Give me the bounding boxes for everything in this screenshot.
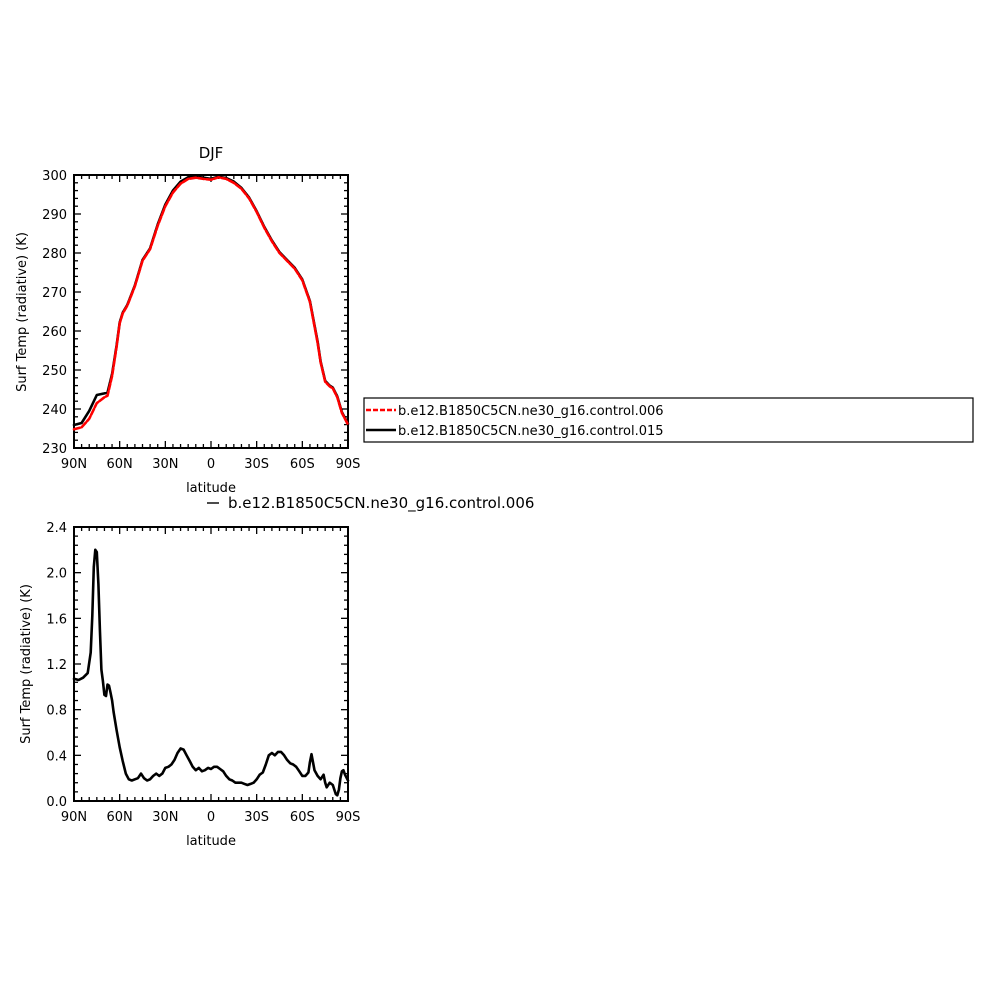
bottom-x-tick-label: 90S [336, 810, 361, 825]
legend-label-series-2: b.e12.B1850C5CN.ne30_g16.control.015 [398, 424, 664, 439]
top-x-tick-label: 90N [61, 457, 87, 472]
bottom-y-tick-label: 2.4 [46, 521, 67, 536]
bottom-x-tick-label: 60N [107, 810, 133, 825]
bottom-x-tick-label: 0 [207, 810, 215, 825]
top-x-tick-label: 30S [244, 457, 269, 472]
bottom-y-tick-label: 0.8 [46, 704, 67, 719]
top-plot-frame [73, 174, 349, 449]
bottom-series-line-1 [72, 548, 350, 797]
top-y-tick-label: 300 [42, 169, 67, 184]
top-y-tick-label: 240 [42, 403, 67, 418]
top-x-tick-label: 90S [336, 457, 361, 472]
legend: b.e12.B1850C5CN.ne30_g16.control.006 b.e… [363, 397, 974, 443]
legend-box [363, 397, 974, 443]
bottom-y-tick-label: 0.0 [46, 795, 67, 810]
top-x-tick-label: 60S [290, 457, 315, 472]
top-y-tick-label: 260 [42, 325, 67, 340]
bottom-y-tick-label: 0.4 [46, 749, 67, 764]
bottom-x-tick-label: 30N [152, 810, 178, 825]
top-y-tick-label: 280 [42, 247, 67, 262]
legend-label-series-1: b.e12.B1850C5CN.ne30_g16.control.006 [398, 404, 664, 419]
bottom-x-tick-label: 30S [244, 810, 269, 825]
top-y-tick-label: 230 [42, 442, 67, 457]
top-y-axis-label: Surf Temp (radiative) (K) [15, 232, 30, 392]
bottom-subtitle: b.e12.B1850C5CN.ne30_g16.control.006 [228, 494, 534, 513]
top-x-tick-label: 30N [152, 457, 178, 472]
top-panel: DJF latitude Surf Temp (radiative) (K) b… [15, 144, 974, 496]
bottom-x-tick-label: 60S [290, 810, 315, 825]
top-y-tick-label: 290 [42, 208, 67, 223]
bottom-panel: b.e12.B1850C5CN.ne30_g16.control.006 lat… [19, 494, 534, 849]
bottom-plot-frame [73, 526, 349, 802]
top-x-tick-label: 0 [207, 457, 215, 472]
bottom-x-tick-label: 90N [61, 810, 87, 825]
top-y-tick-label: 250 [42, 364, 67, 379]
top-series-line-1 [72, 176, 350, 431]
top-x-axis-label: latitude [186, 481, 236, 496]
top-y-tick-label: 270 [42, 286, 67, 301]
bottom-y-tick-label: 1.2 [46, 658, 67, 673]
top-title: DJF [199, 144, 224, 162]
bottom-y-tick-label: 2.0 [46, 567, 67, 582]
bottom-y-axis-label: Surf Temp (radiative) (K) [19, 584, 34, 744]
top-x-tick-label: 60N [107, 457, 133, 472]
top-series-line-2 [72, 175, 350, 427]
bottom-x-axis-label: latitude [186, 834, 236, 849]
bottom-y-tick-label: 1.6 [46, 612, 67, 627]
